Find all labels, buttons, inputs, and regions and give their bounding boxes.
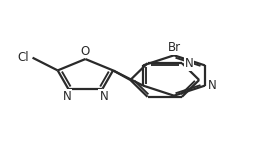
Text: O: O [81,45,90,58]
Text: Br: Br [168,41,181,54]
Text: N: N [207,79,216,92]
Text: N: N [63,90,71,103]
Text: N: N [99,90,108,103]
Text: N: N [185,57,193,70]
Text: Cl: Cl [17,51,28,64]
